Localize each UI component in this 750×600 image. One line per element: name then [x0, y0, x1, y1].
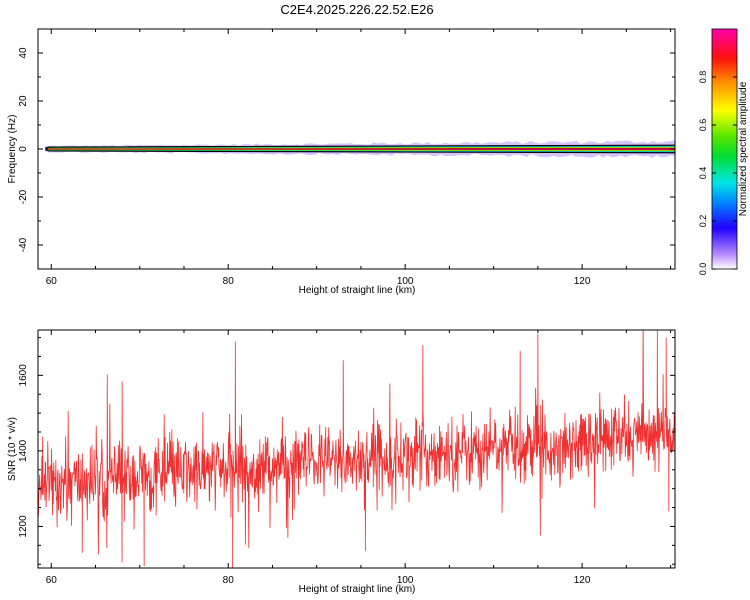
- snr-xlabel: Height of straight line (km): [299, 584, 416, 595]
- y-tick-label: -20: [18, 189, 29, 204]
- colorbar-axes: 0.0 0.2 0.4 0.6 0.8: [698, 71, 737, 276]
- colorbar-label: Normalized spectral amplitude: [738, 81, 749, 216]
- y-tick-label: 1400: [18, 439, 29, 462]
- colorbar-tick-label: 0.2: [698, 215, 708, 228]
- y-tick-label: -40: [18, 237, 29, 252]
- figure-title: C2E4.2025.226.22.52.E26: [280, 2, 433, 17]
- spectrogram-xlabel: Height of straight line (km): [299, 285, 416, 296]
- x-tick-label: 120: [574, 575, 591, 586]
- x-tick-label: 80: [223, 276, 235, 287]
- y-tick-label: 0: [18, 146, 29, 152]
- y-tick-label: 1200: [18, 515, 29, 538]
- colorbar-tick-label: 0.0: [698, 263, 708, 276]
- snr-ylabel: SNR (10 * v/v): [7, 417, 18, 481]
- x-tick-label: 60: [46, 276, 58, 287]
- colorbar-tick-label: 0.8: [698, 71, 708, 84]
- snr-frame: [37, 329, 676, 569]
- y-tick-label: 1600: [18, 364, 29, 387]
- x-tick-label: 60: [46, 575, 58, 586]
- spectrogram-ylabel: Frequency (Hz): [7, 115, 18, 184]
- snr-series-line: [38, 330, 675, 568]
- colorbar-gradient: [711, 28, 738, 270]
- x-tick-label: 80: [223, 575, 235, 586]
- colorbar: 0.0 0.2 0.4 0.6 0.8 Normalized spectral ampl…: [698, 28, 749, 276]
- y-tick-label: 40: [18, 47, 29, 59]
- spectrogram-axes: 60 80 100 120 -40 -20 0 20 40: [18, 28, 675, 287]
- x-tick-label: 120: [574, 276, 591, 287]
- snr-axes: 60 80 100 120 1200 1400 1600: [18, 330, 675, 586]
- y-tick-label: 20: [18, 95, 29, 107]
- x-tick-label: 100: [397, 575, 414, 586]
- x-tick-label: 100: [397, 276, 414, 287]
- spectrogram-band: [45, 140, 675, 158]
- colorbar-tick-label: 0.6: [698, 119, 708, 132]
- colorbar-tick-label: 0.4: [698, 167, 708, 180]
- snr-panel: 60 80 100 120 1200 1400 1600 Height of straigh…: [7, 329, 676, 595]
- spectrogram-panel: 60 80 100 120 -40 -20 0 20 40 Height of straight…: [7, 28, 676, 296]
